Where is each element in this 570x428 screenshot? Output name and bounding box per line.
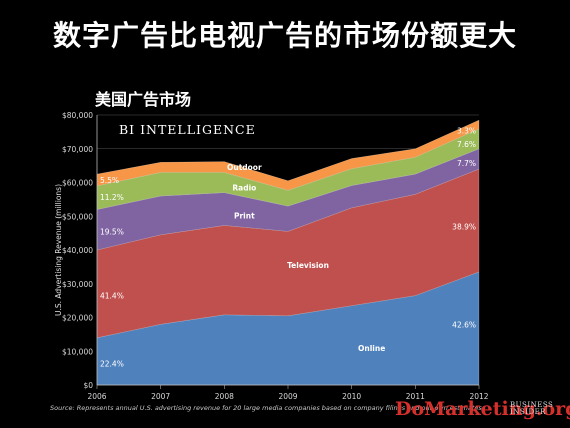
share-annotation: 19.5% xyxy=(100,227,124,236)
share-annotation: 11.2% xyxy=(100,193,124,202)
x-tick-label: 2007 xyxy=(151,392,170,401)
x-tick-label: 2012 xyxy=(469,392,488,401)
watermark: DoMarketing.org xyxy=(395,398,570,420)
x-tick-label: 2006 xyxy=(87,392,106,401)
share-annotation: 3.3% xyxy=(457,127,476,136)
series-label-television: Television xyxy=(287,261,329,270)
x-tick-label: 2009 xyxy=(278,392,297,401)
area-radio xyxy=(96,128,480,210)
source-note: Source: Represents annual U.S. advertisi… xyxy=(50,404,482,412)
slide-title: 数字广告比电视广告的市场份额更大 xyxy=(52,19,517,52)
share-annotation: 7.7% xyxy=(457,159,476,168)
logo-line-2: INSIDER xyxy=(510,408,546,416)
y-tick-label: $0 xyxy=(83,381,93,390)
chart-title: 美国广告市场 xyxy=(95,90,192,109)
series-label-online: Online xyxy=(358,344,385,353)
y-tick-label: $40,000 xyxy=(62,246,93,255)
bi-intelligence-label: BI INTELLIGENCE xyxy=(119,122,256,137)
y-tick-label: $10,000 xyxy=(62,347,93,356)
business-insider-logo: BUSINESS INSIDER xyxy=(510,402,553,416)
logo-line-1: BUSINESS xyxy=(510,401,554,409)
y-axis-label: U.S. Advertising Revenue (millions) xyxy=(54,184,63,316)
share-annotation: 5.5% xyxy=(100,176,119,185)
share-annotation: 41.4% xyxy=(100,292,124,301)
series-label-outdoor: Outdoor xyxy=(227,163,262,172)
x-tick-label: 2008 xyxy=(215,392,234,401)
y-tick-label: $30,000 xyxy=(62,280,93,289)
share-annotation: 42.6% xyxy=(452,320,476,329)
y-tick-label: $60,000 xyxy=(62,179,93,188)
share-annotation: 7.6% xyxy=(457,140,476,149)
x-tick-label: 2011 xyxy=(406,392,425,401)
series-label-radio: Radio xyxy=(232,184,256,193)
y-tick-label: $50,000 xyxy=(62,212,93,221)
share-annotation: 38.9% xyxy=(452,222,476,231)
area-outdoor xyxy=(96,119,480,191)
y-tick-label: $80,000 xyxy=(62,111,93,120)
x-tick-label: 2010 xyxy=(342,392,361,401)
y-tick-label: $70,000 xyxy=(62,145,93,154)
series-label-print: Print xyxy=(234,212,255,221)
y-tick-label: $20,000 xyxy=(62,314,93,323)
share-annotation: 22.4% xyxy=(100,360,124,369)
